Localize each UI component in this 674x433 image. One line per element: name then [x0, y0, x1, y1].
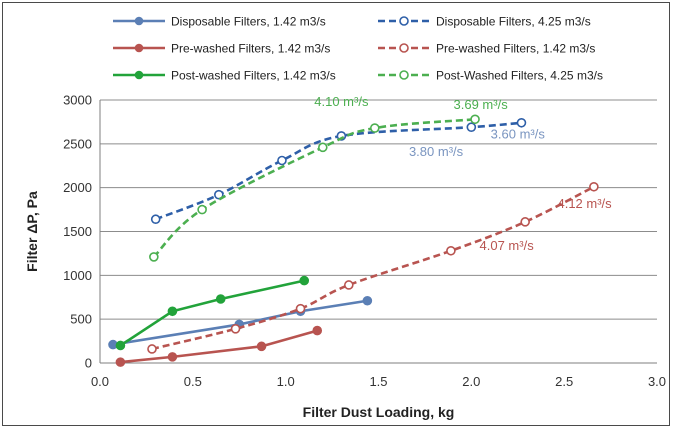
annotation-label: 4.07 m³/s: [480, 238, 535, 253]
data-point: [446, 245, 456, 256]
x-tick-label: 0.0: [91, 374, 109, 389]
legend-label: Post-Washed Filters, 4.25 m3/s: [436, 69, 603, 83]
series-line: [151, 185, 595, 351]
legend-item: Disposable Filters, 4.25 m3/s: [378, 15, 591, 29]
data-point: [147, 344, 157, 354]
annotation-label: 3.80 m³/s: [409, 144, 464, 159]
legend-item: Post-washed Filters, 1.42 m3/s: [113, 69, 336, 83]
data-point: [277, 155, 287, 166]
data-point: [149, 252, 159, 262]
series-line: [119, 279, 305, 347]
legend-item: Post-Washed Filters, 4.25 m3/s: [378, 69, 603, 83]
x-tick-label: 0.5: [184, 374, 202, 389]
x-tick-label: 1.5: [369, 374, 387, 389]
y-axis-title: Filter ΔP, Pa: [24, 191, 40, 272]
legend-item: Pre-washed Filters, 1.42 m3/s: [113, 42, 330, 56]
annotation-label: 3.69 m³/s: [454, 97, 509, 112]
series-0: [108, 295, 373, 350]
legend-swatch-marker: [134, 70, 144, 80]
annotation-label: 4.10 m³/s: [314, 94, 369, 109]
data-point: [230, 324, 241, 334]
legend-label: Disposable Filters, 4.25 m3/s: [436, 15, 591, 29]
line-chart: Disposable Filters, 1.42 m3/s Disposable …: [24, 15, 666, 421]
series-4: [115, 275, 310, 351]
x-tick-label: 2.0: [462, 374, 480, 389]
data-point: [589, 181, 599, 192]
data-point: [369, 123, 380, 133]
data-point: [466, 122, 477, 132]
x-axis-title: Filter Dust Loading, kg: [303, 404, 455, 420]
legend-swatch-marker: [134, 16, 144, 26]
chart-frame: Disposable Filters, 1.42 m3/s Disposable …: [2, 2, 670, 426]
legend-swatch-marker: [399, 43, 409, 53]
y-tick-label: 2000: [63, 180, 92, 195]
data-point: [317, 142, 328, 153]
y-tick-label: 500: [70, 312, 92, 327]
annotations: 4.10 m³/s 3.69 m³/s 3.60 m³/s 3.80 m³/s 4.12…: [314, 94, 612, 253]
axes: 0 500 1000 1500 2000 2500 3000 0.0 0.5 1.0 1.5 2.0 2…: [63, 93, 666, 390]
annotation-label: 3.60 m³/s: [491, 127, 546, 142]
legend-swatch-marker: [399, 16, 409, 26]
y-tick-label: 0: [85, 356, 92, 371]
series-line: [120, 329, 318, 364]
series-3: [147, 181, 599, 354]
grid-lines: [100, 99, 657, 320]
x-tick-label: 1.0: [277, 374, 295, 389]
series-layer: [108, 114, 599, 367]
x-tick-label: 3.0: [648, 374, 666, 389]
series-1: [150, 117, 527, 225]
data-point: [197, 204, 207, 215]
legend-item: Disposable Filters, 1.42 m3/s: [113, 15, 326, 29]
y-tick-label: 1000: [63, 268, 92, 283]
legend-label: Disposable Filters, 1.42 m3/s: [171, 15, 326, 29]
data-point: [167, 352, 178, 362]
legend-swatch-marker: [399, 70, 409, 80]
data-point: [343, 280, 354, 290]
data-point: [520, 217, 530, 227]
y-tick-label: 2500: [63, 136, 92, 151]
legend-item: Pre-washed Filters, 1.42 m3/s: [378, 42, 595, 56]
annotation-label: 4.12 m³/s: [557, 196, 612, 211]
data-point: [470, 114, 480, 125]
data-point: [299, 275, 310, 286]
y-tick-label: 1500: [63, 224, 92, 239]
data-point: [312, 325, 323, 336]
data-point: [215, 294, 226, 304]
data-point: [516, 117, 527, 128]
data-point: [115, 340, 126, 351]
legend-label: Pre-washed Filters, 1.42 m3/s: [436, 42, 595, 56]
legend: Disposable Filters, 1.42 m3/s Disposable …: [113, 15, 603, 83]
data-point: [167, 306, 178, 317]
legend-swatch-marker: [134, 43, 144, 53]
data-point: [362, 295, 373, 306]
legend-label: Post-washed Filters, 1.42 m3/s: [171, 69, 336, 83]
data-point: [295, 303, 306, 314]
data-point: [256, 341, 267, 352]
y-tick-label: 3000: [63, 93, 92, 108]
data-point: [150, 214, 161, 225]
series-2: [115, 325, 323, 367]
x-tick-label: 2.5: [555, 374, 573, 389]
legend-label: Pre-washed Filters, 1.42 m3/s: [171, 42, 330, 56]
data-point: [115, 357, 126, 367]
series-5: [149, 114, 480, 262]
